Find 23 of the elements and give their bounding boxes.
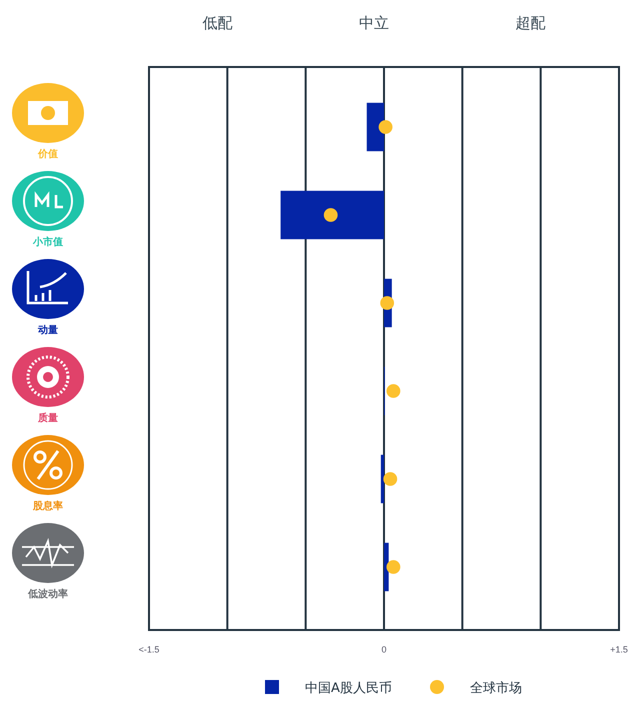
bar <box>380 454 384 504</box>
y-tick-label: 小市值 <box>32 236 63 248</box>
y-tick-label: 质量 <box>37 412 58 424</box>
point <box>383 472 398 486</box>
text: 中立 <box>359 14 389 32</box>
y-tick-label: 股息率 <box>32 500 63 512</box>
text: 低配 <box>202 14 232 32</box>
bar <box>280 190 384 240</box>
y-tick-label: 价值 <box>37 148 58 160</box>
x-tick-label: +1.5 <box>610 644 628 654</box>
point <box>324 208 338 222</box>
legend-label: 全球市场 <box>470 681 522 696</box>
point <box>378 120 392 134</box>
bar <box>366 102 384 152</box>
point <box>386 560 400 574</box>
point <box>380 296 394 310</box>
text: 超配 <box>516 14 546 32</box>
point <box>386 384 400 398</box>
y-tick-label: 动量 <box>37 324 58 336</box>
y-tick-label: 低波动率 <box>27 588 68 600</box>
legend-label: 中国A股人民币 <box>305 681 392 696</box>
x-tick-label: <-1.5 <box>138 644 160 654</box>
x-tick-label: 0 <box>381 644 387 654</box>
